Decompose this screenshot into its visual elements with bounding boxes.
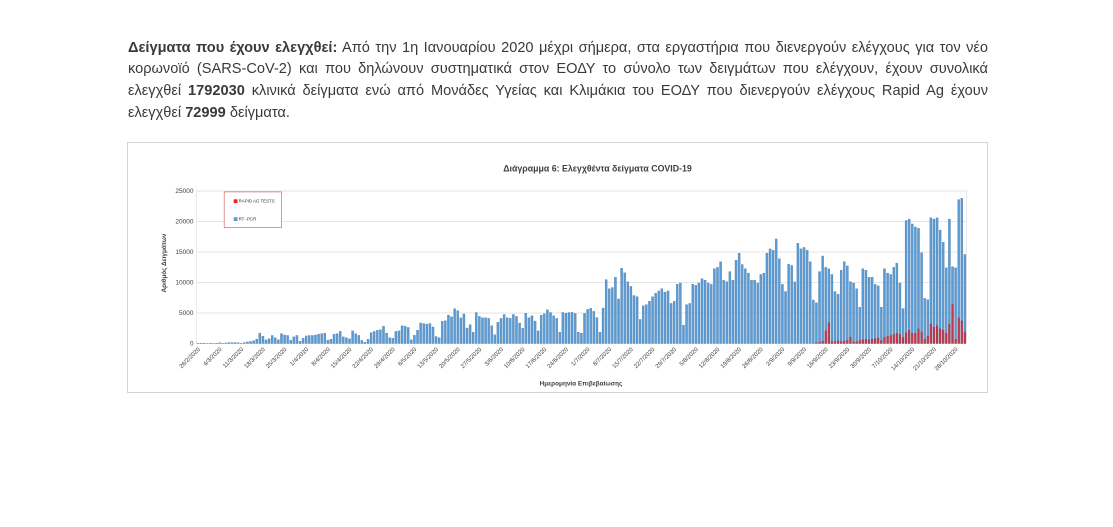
svg-text:8/4/2020: 8/4/2020 xyxy=(311,346,332,367)
svg-text:29/7/2020: 29/7/2020 xyxy=(655,346,679,370)
svg-text:24/6/2020: 24/6/2020 xyxy=(547,346,571,370)
svg-text:25000: 25000 xyxy=(175,188,193,195)
svg-text:Ημερομηνία Επιβεβαίωσης: Ημερομηνία Επιβεβαίωσης xyxy=(540,381,623,388)
svg-text:26/2/2020: 26/2/2020 xyxy=(179,346,203,370)
svg-text:27/5/2020: 27/5/2020 xyxy=(460,346,484,370)
svg-text:20000: 20000 xyxy=(175,219,193,226)
svg-text:19/8/2020: 19/8/2020 xyxy=(720,346,744,370)
svg-text:17/6/2020: 17/6/2020 xyxy=(525,346,549,370)
svg-text:5000: 5000 xyxy=(179,310,194,317)
svg-text:30/9/2020: 30/9/2020 xyxy=(850,346,874,370)
svg-text:22/4/2020: 22/4/2020 xyxy=(352,346,376,370)
svg-text:22/7/2020: 22/7/2020 xyxy=(633,346,657,370)
svg-text:15/4/2020: 15/4/2020 xyxy=(330,346,354,370)
svg-text:29/4/2020: 29/4/2020 xyxy=(374,346,398,370)
svg-text:6/5/2020: 6/5/2020 xyxy=(398,346,419,367)
svg-text:Διάγραμμα 6: Ελεγχθέντα δείγμα: Διάγραμμα 6: Ελεγχθέντα δείγματα COVID-1… xyxy=(503,164,692,174)
svg-text:23/9/2020: 23/9/2020 xyxy=(828,346,852,370)
svg-text:13/5/2020: 13/5/2020 xyxy=(417,346,441,370)
svg-text:RAPID AG TESTS: RAPID AG TESTS xyxy=(239,199,275,204)
svg-text:10/6/2020: 10/6/2020 xyxy=(503,346,527,370)
svg-text:1/7/2020: 1/7/2020 xyxy=(571,346,592,367)
svg-text:2/9/2020: 2/9/2020 xyxy=(766,346,787,367)
svg-text:1/4/2020: 1/4/2020 xyxy=(289,346,310,367)
svg-text:0: 0 xyxy=(190,341,194,348)
svg-text:5/8/2020: 5/8/2020 xyxy=(679,346,700,367)
svg-text:15/7/2020: 15/7/2020 xyxy=(612,346,636,370)
svg-text:3/6/2020: 3/6/2020 xyxy=(484,346,505,367)
svg-text:15000: 15000 xyxy=(175,249,193,256)
svg-text:18/3/2020: 18/3/2020 xyxy=(244,346,268,370)
svg-text:10000: 10000 xyxy=(175,280,193,287)
svg-text:12/8/2020: 12/8/2020 xyxy=(698,346,722,370)
svg-text:8/7/2020: 8/7/2020 xyxy=(592,346,613,367)
svg-text:20/5/2020: 20/5/2020 xyxy=(438,346,462,370)
svg-text:9/9/2020: 9/9/2020 xyxy=(787,346,808,367)
svg-text:Αριθμός Δειγμάτων: Αριθμός Δειγμάτων xyxy=(161,233,168,292)
svg-text:25/3/2020: 25/3/2020 xyxy=(265,346,289,370)
svg-text:28/10/2020: 28/10/2020 xyxy=(934,346,960,372)
svg-text:16/9/2020: 16/9/2020 xyxy=(806,346,830,370)
svg-text:26/8/2020: 26/8/2020 xyxy=(742,346,766,370)
svg-text:RT -PCR: RT -PCR xyxy=(239,217,257,222)
svg-text:4/3/2020: 4/3/2020 xyxy=(203,346,224,367)
svg-text:11/3/2020: 11/3/2020 xyxy=(222,346,245,369)
